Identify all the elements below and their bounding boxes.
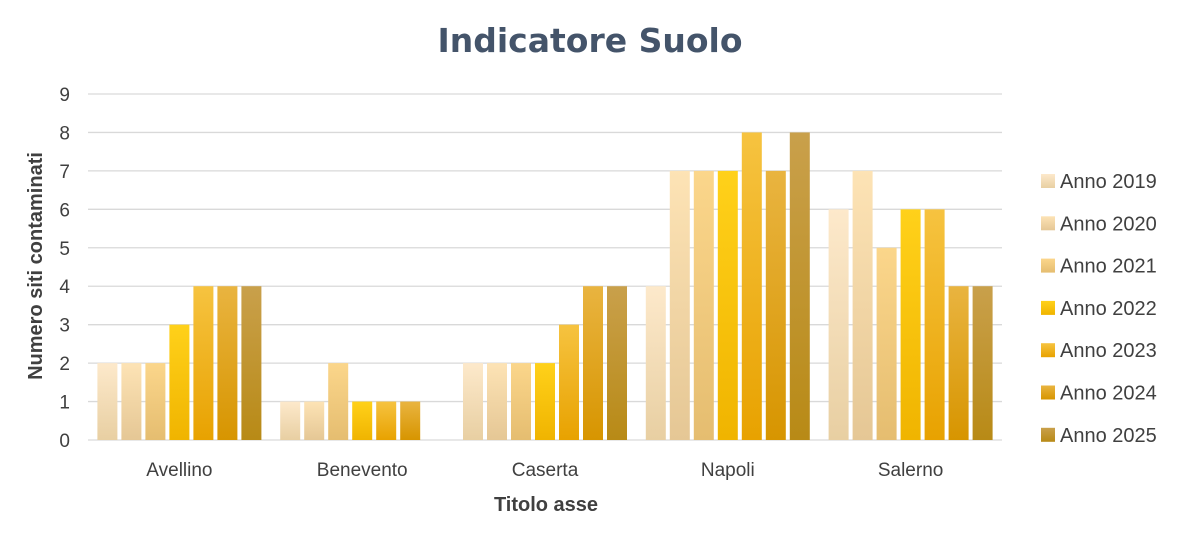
legend-label: Anno 2021 xyxy=(1060,256,1157,278)
y-tick-label: 0 xyxy=(59,431,70,452)
bar xyxy=(97,363,118,440)
bar xyxy=(900,209,921,440)
bar xyxy=(169,324,190,440)
legend-label: Anno 2023 xyxy=(1060,340,1157,362)
bar xyxy=(535,363,555,440)
y-tick-label: 9 xyxy=(59,85,70,106)
y-tick-label: 8 xyxy=(59,123,70,144)
bar xyxy=(280,401,301,440)
bar xyxy=(972,286,993,440)
legend-item: Anno 2020 xyxy=(1041,213,1157,235)
x-tick-label: Avellino xyxy=(146,460,212,481)
legend-label: Anno 2022 xyxy=(1060,298,1157,320)
legend-item: Anno 2024 xyxy=(1041,383,1157,405)
legend-label: Anno 2020 xyxy=(1060,213,1157,235)
legend-item: Anno 2021 xyxy=(1041,256,1157,278)
y-tick-label: 6 xyxy=(59,200,70,221)
legend: Anno 2019 Anno 2020 Anno 2021 Anno 2022 Anno… xyxy=(1041,171,1157,447)
bar xyxy=(463,363,483,440)
bar xyxy=(400,401,421,440)
legend-swatch xyxy=(1041,174,1055,188)
bar xyxy=(583,286,603,440)
bar xyxy=(328,363,349,440)
bar xyxy=(376,401,397,440)
bar xyxy=(741,132,762,440)
bar xyxy=(717,170,738,440)
legend-swatch xyxy=(1041,427,1055,442)
x-tick-label: Benevento xyxy=(317,460,408,481)
bar xyxy=(828,209,849,440)
bar xyxy=(924,209,945,440)
bar xyxy=(607,286,627,440)
chart-title: Indicatore Suolo xyxy=(437,21,742,60)
x-tick-label: Salerno xyxy=(878,460,944,481)
bar xyxy=(765,170,786,440)
x-axis-label: Titolo asse xyxy=(494,494,598,516)
bars xyxy=(97,132,993,440)
legend-item: Anno 2019 xyxy=(1041,171,1157,193)
y-tick-label: 1 xyxy=(59,393,70,414)
legend-item: Anno 2025 xyxy=(1041,425,1157,447)
bar xyxy=(511,363,531,440)
bar xyxy=(121,363,142,440)
bar xyxy=(789,132,810,440)
legend-item: Anno 2022 xyxy=(1041,298,1157,320)
legend-swatch xyxy=(1041,216,1055,231)
legend-label: Anno 2025 xyxy=(1060,425,1157,447)
bar xyxy=(304,401,325,440)
y-tick-label: 2 xyxy=(59,354,70,375)
legend-swatch xyxy=(1041,300,1055,315)
y-tick-label: 5 xyxy=(59,239,70,260)
legend-label: Anno 2024 xyxy=(1060,383,1157,405)
bar xyxy=(645,286,666,440)
bar xyxy=(559,324,579,440)
legend-swatch xyxy=(1041,385,1055,400)
bar xyxy=(241,286,262,440)
y-tick-label: 4 xyxy=(59,277,70,298)
legend-swatch xyxy=(1041,258,1055,273)
bar xyxy=(693,170,714,440)
bar xyxy=(948,286,969,440)
x-tick-label: Caserta xyxy=(512,460,579,481)
y-tick-labels: 0 1 2 3 4 5 6 7 8 9 xyxy=(59,85,70,452)
gridlines xyxy=(88,93,1002,441)
bar xyxy=(352,401,373,440)
bar xyxy=(669,170,690,440)
y-tick-label: 7 xyxy=(59,162,70,183)
bar xyxy=(217,286,238,440)
bar xyxy=(876,247,897,440)
x-tick-labels: Avellino Benevento Caserta Napoli Salerno xyxy=(146,460,943,481)
bar xyxy=(145,363,166,440)
legend-item: Anno 2023 xyxy=(1041,340,1157,362)
bar xyxy=(193,286,214,440)
x-tick-label: Napoli xyxy=(701,460,755,481)
legend-swatch xyxy=(1041,343,1055,358)
bar xyxy=(852,170,873,440)
legend-label: Anno 2019 xyxy=(1060,171,1157,193)
y-axis-label: Numero siti contaminati xyxy=(25,152,47,380)
bar xyxy=(487,363,507,440)
y-tick-label: 3 xyxy=(59,316,70,337)
